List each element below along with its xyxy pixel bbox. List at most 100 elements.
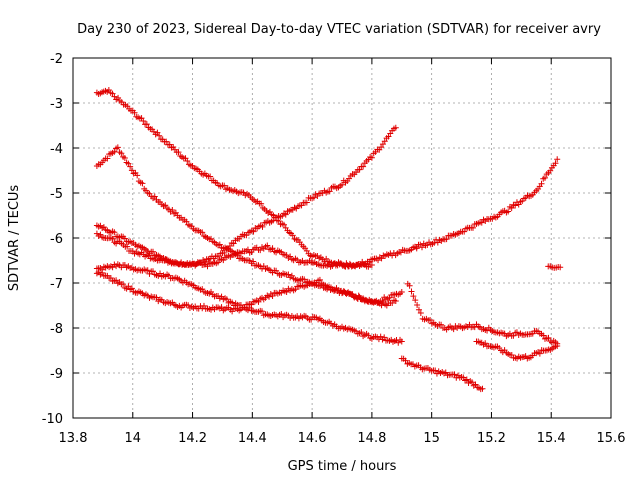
series-track-c [93, 124, 399, 268]
data-point [226, 243, 233, 250]
data-point [505, 208, 512, 215]
data-point [169, 206, 176, 213]
data-point [255, 298, 262, 305]
data-point [184, 157, 191, 164]
data-point [107, 275, 114, 282]
y-tick-label: -8 [50, 322, 63, 337]
data-point [381, 334, 388, 341]
grid [73, 58, 611, 418]
data-point [163, 138, 170, 145]
data-point [368, 154, 375, 161]
data-point [269, 293, 276, 300]
y-tick-labels: -2 -3 -4 -5 -6 -7 -8 -9 -10 [42, 52, 63, 427]
series-track-a [93, 144, 399, 309]
data-point [469, 379, 476, 386]
data-point [540, 332, 547, 339]
x-tick-label: 15.4 [537, 431, 566, 446]
data-point [410, 293, 417, 300]
data-point [131, 109, 138, 116]
data-point [114, 144, 121, 151]
data-point [479, 385, 486, 392]
data-point [349, 291, 356, 298]
data-point [408, 288, 415, 295]
data-point [157, 270, 164, 277]
data-point [541, 174, 548, 181]
data-point [204, 263, 211, 270]
data-point [128, 285, 135, 292]
data-point [216, 241, 223, 248]
data-point [381, 138, 388, 145]
x-tick-label: 14.4 [238, 431, 267, 446]
y-axis-label: SDTVAR / TECUs [7, 185, 22, 292]
data-point [125, 283, 132, 290]
data-point [508, 205, 515, 212]
data-point [258, 200, 265, 207]
data-point [120, 281, 127, 288]
data-point [149, 248, 156, 255]
data-point [124, 243, 131, 250]
data-point [538, 180, 545, 187]
x-tick-label: 14.2 [178, 431, 207, 446]
x-axis-label: GPS time / hours [288, 459, 397, 474]
data-point [144, 267, 151, 274]
data-point [175, 149, 182, 156]
y-tick-label: -4 [50, 142, 63, 157]
data-point [406, 282, 413, 289]
data-point [223, 296, 230, 303]
data-point [250, 258, 257, 265]
data-point [134, 172, 141, 179]
data-point [398, 289, 405, 295]
data-point [275, 218, 282, 225]
data-point [111, 148, 118, 155]
data-point [140, 117, 147, 124]
data-point [412, 297, 419, 304]
x-tick-labels: 13.8 14 14.2 14.4 14.6 14.8 15 15.2 15.4 15.6 [59, 431, 626, 446]
y-tick-label: -10 [42, 412, 63, 427]
data-point [127, 163, 134, 170]
data-point [280, 221, 287, 228]
data-point [301, 276, 308, 283]
data-point [510, 332, 517, 339]
data-point [368, 262, 375, 268]
data-point [310, 194, 317, 201]
data-point [326, 188, 333, 195]
data-point [230, 240, 237, 247]
axis-ticks [72, 57, 612, 419]
x-tick-label: 14.6 [298, 431, 327, 446]
series-track-k [545, 263, 564, 271]
data-point [417, 309, 424, 316]
y-tick-label: -2 [50, 52, 63, 67]
data-point [432, 367, 439, 374]
data-point [415, 306, 422, 313]
data-point [118, 150, 125, 157]
data-point [282, 211, 289, 218]
data-point [392, 298, 399, 304]
data-point [289, 232, 296, 239]
x-tick-label: 14 [125, 431, 142, 446]
data-point [139, 180, 146, 187]
data-point [149, 268, 156, 275]
data-point [156, 132, 163, 139]
series-track-e [93, 261, 405, 346]
data-point [554, 156, 561, 163]
data-point [536, 350, 543, 357]
data-point [207, 173, 214, 180]
data-point [264, 242, 271, 249]
data-point [545, 334, 552, 341]
data-point [183, 218, 190, 225]
y-tick-label: -3 [50, 97, 63, 112]
data-point [154, 129, 161, 136]
data-point [259, 223, 266, 230]
data-point [229, 299, 236, 306]
x-tick-label: 13.8 [59, 431, 88, 446]
data-point [143, 121, 150, 128]
data-point [427, 317, 434, 324]
y-tick-label: -7 [50, 277, 63, 292]
data-point [379, 297, 386, 304]
data-points [93, 86, 564, 393]
data-point [218, 304, 225, 311]
data-point [316, 276, 323, 283]
data-point [360, 163, 367, 170]
data-point [554, 343, 561, 349]
y-tick-label: -5 [50, 187, 63, 202]
